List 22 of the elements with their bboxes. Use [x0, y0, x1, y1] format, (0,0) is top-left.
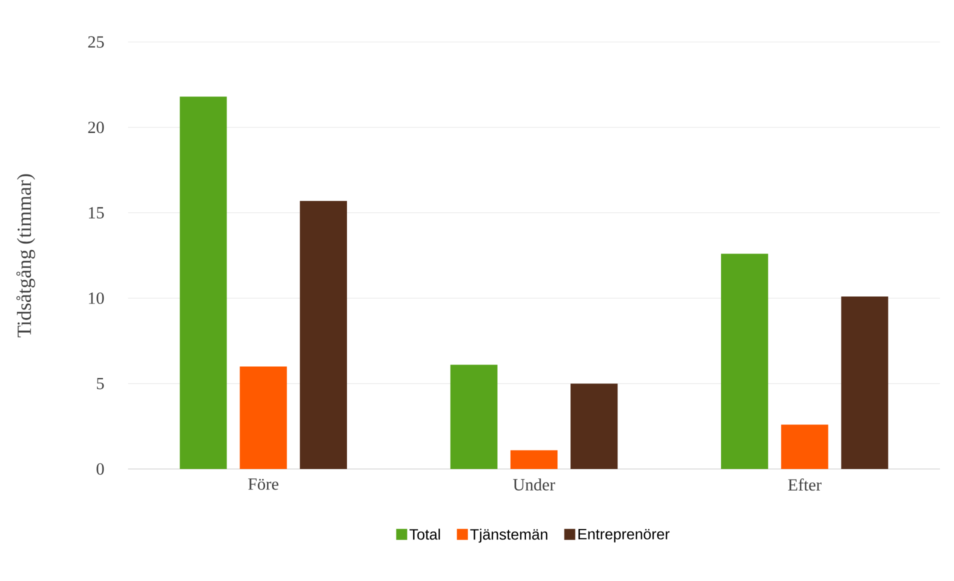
- y-tick-label: 10: [88, 292, 104, 304]
- x-tick-label: Under: [513, 478, 556, 490]
- y-axis-title: Tidsåtgång (timmar): [16, 174, 36, 338]
- bar: [841, 296, 888, 469]
- legend-label: Entreprenörer: [578, 528, 670, 542]
- x-tick-label: Före: [248, 478, 278, 490]
- y-tick-label: 20: [88, 122, 104, 134]
- y-tick-label: 0: [96, 463, 104, 475]
- bar: [510, 450, 558, 469]
- bar: [240, 366, 287, 469]
- legend-label: Total: [410, 528, 440, 540]
- bar: [450, 364, 498, 469]
- y-tick-label: 15: [88, 207, 104, 218]
- bar: [180, 96, 227, 469]
- y-tick-label: 25: [88, 36, 104, 48]
- bar: [570, 384, 618, 469]
- bar: [300, 200, 347, 469]
- legend-label: Tjänstemän: [470, 528, 548, 543]
- bar: [781, 424, 828, 469]
- x-tick-label: Efter: [788, 478, 822, 491]
- bar: [721, 254, 768, 469]
- y-tick-label: 5: [96, 378, 104, 390]
